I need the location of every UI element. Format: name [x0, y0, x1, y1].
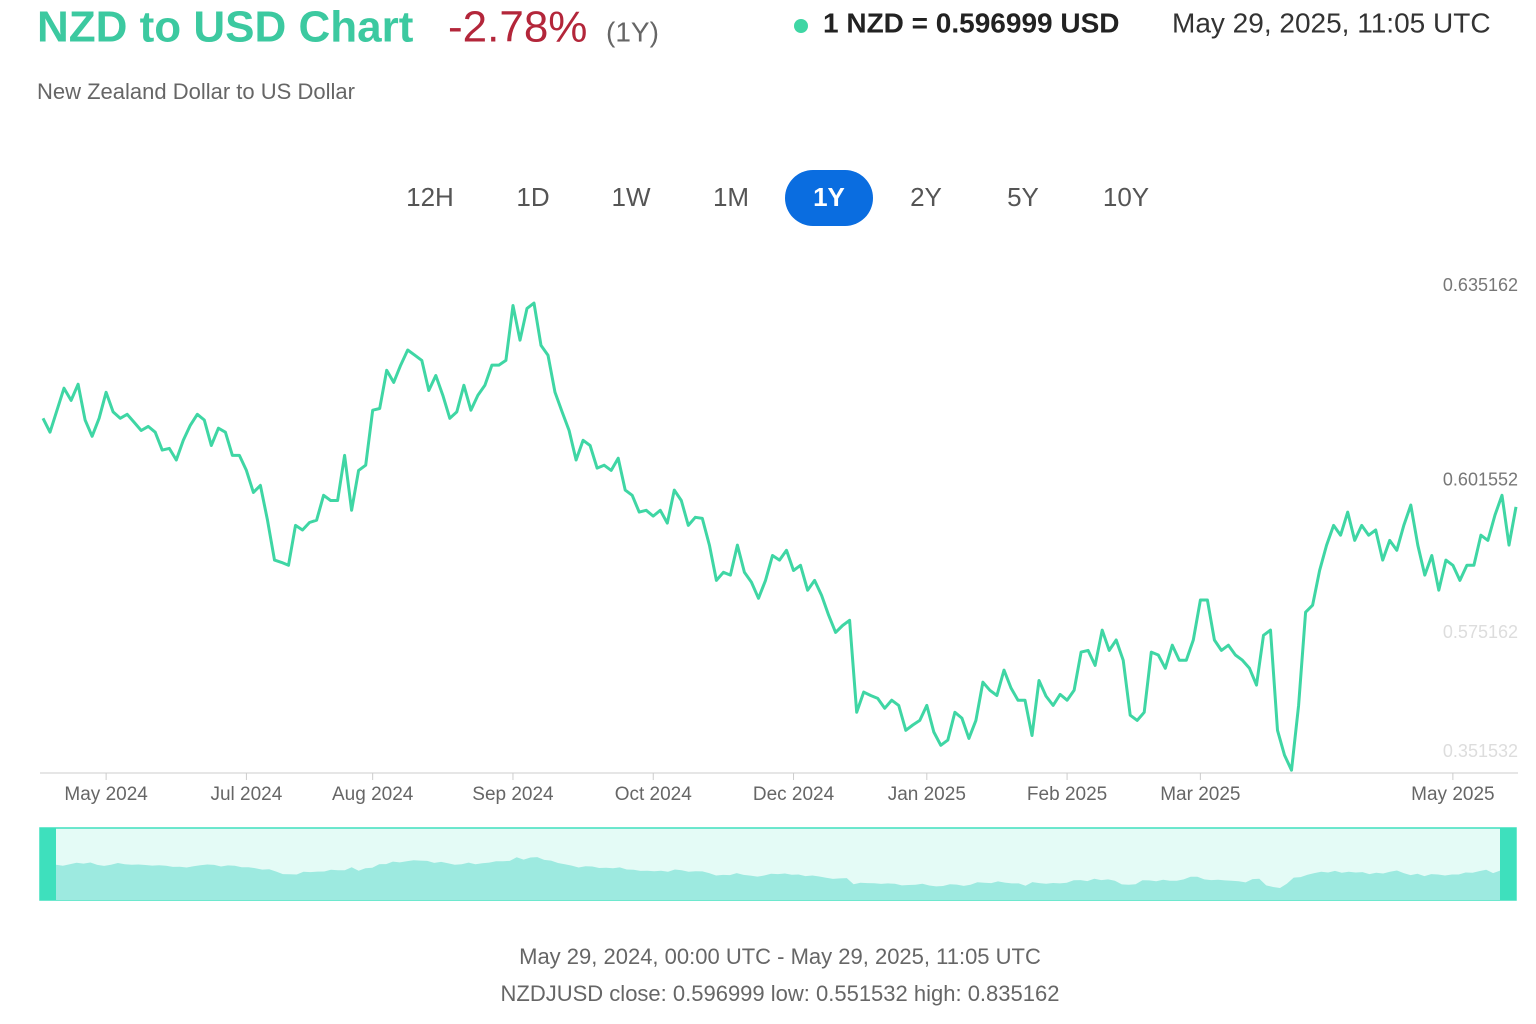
navigator-area: [56, 857, 1500, 900]
footer-stats: NZDJUSD close: 0.596999 low: 0.551532 hi…: [501, 981, 1060, 1006]
x-tick-label: May 2025: [1411, 784, 1494, 805]
range-button[interactable]: 1Y: [813, 182, 845, 212]
x-tick-label: Mar 2025: [1160, 784, 1240, 805]
range-button[interactable]: 1M: [713, 182, 749, 212]
x-tick-label: Aug 2024: [332, 784, 414, 805]
range-button[interactable]: 1D: [516, 182, 549, 212]
footer-range: May 29, 2024, 00:00 UTC - May 29, 2025, …: [519, 944, 1041, 969]
range-buttons: 12H 1D 1W 1M 1Y 2Y 5Y 10Y: [406, 170, 1149, 226]
x-tick-label: May 2024: [64, 784, 148, 805]
range-button[interactable]: 12H: [406, 182, 454, 212]
range-button[interactable]: 5Y: [1007, 182, 1039, 212]
range-button[interactable]: 1W: [612, 182, 651, 212]
x-tick-label: Sep 2024: [472, 784, 554, 805]
y-tick-label: 0.635162: [1443, 275, 1518, 295]
rate: 1 NZD = 0.596999 USD: [823, 7, 1120, 38]
y-tick-label: 0.601552: [1443, 469, 1518, 489]
y-axis-note: 0.351532: [1443, 741, 1518, 761]
timestamp: May 29, 2025, 11:05 UTC: [1172, 7, 1491, 38]
x-tick-label: Dec 2024: [753, 784, 835, 805]
x-tick-label: Jan 2025: [888, 784, 966, 805]
price-line: [41, 301, 1518, 772]
change: -2.78%: [448, 3, 587, 52]
subtitle: New Zealand Dollar to US Dollar: [37, 79, 355, 104]
plot: 0.635162 0.601552 0.575162 0.351532 May 2024…: [39, 275, 1518, 901]
navigator-handle[interactable]: [1500, 828, 1516, 900]
navigator-handle[interactable]: [40, 828, 56, 900]
live-dot: [794, 19, 808, 33]
x-tick-label: Feb 2025: [1027, 784, 1107, 805]
range-button[interactable]: 10Y: [1103, 182, 1149, 212]
x-tick-label: Oct 2024: [615, 784, 693, 805]
active-pill[interactable]: [785, 170, 873, 226]
x-tick-label: Jul 2024: [210, 784, 282, 805]
range-button[interactable]: 2Y: [910, 182, 942, 212]
y-tick-label: 0.575162: [1443, 622, 1518, 642]
title: NZD to USD Chart: [37, 3, 414, 52]
period: (1Y): [606, 16, 659, 47]
